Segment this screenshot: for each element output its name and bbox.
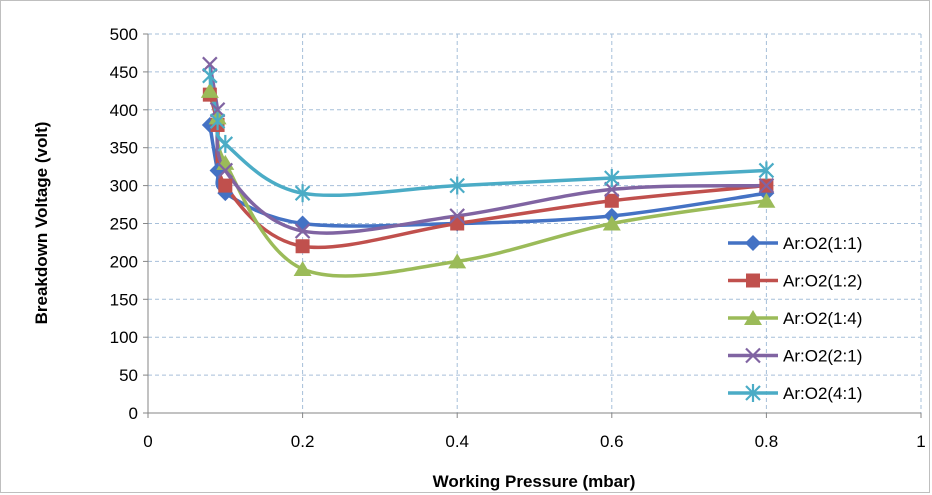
data-point-series-5	[449, 176, 465, 195]
marker-stroke	[745, 347, 761, 364]
y-tick-label: 350	[110, 139, 138, 158]
legend-label: Ar:O2(2:1)	[783, 347, 862, 366]
y-tick-label: 100	[110, 328, 138, 347]
data-point-series-4	[449, 208, 465, 224]
data-point-series-4	[209, 102, 226, 118]
y-tick-label: 450	[110, 63, 138, 82]
data-point-series-2	[295, 239, 310, 254]
x-tick-label: 1	[916, 432, 925, 451]
data-point-series-5	[294, 184, 311, 203]
x-tick-label: 0.6	[600, 432, 624, 451]
series-line-2	[208, 94, 767, 250]
legend-marker-3	[744, 310, 762, 325]
data-point-series-3	[200, 82, 219, 98]
data-point-series-3	[602, 215, 621, 231]
tick-labels: 0 50 100 150 200 250 300 350 400 450 500 0 0.2 0.4 0.6…	[110, 25, 926, 451]
data-point-series-4	[758, 177, 775, 194]
data-point-series-4	[217, 162, 234, 179]
data-point-series-3	[293, 260, 312, 276]
data-point-series-5	[758, 161, 775, 180]
data-point-series-3	[448, 253, 467, 269]
marker-stroke	[209, 102, 226, 118]
data-point-series-5	[217, 134, 234, 153]
data-point-series-4	[294, 223, 311, 239]
y-tick-label: 150	[110, 290, 138, 309]
series-line-5	[208, 75, 767, 198]
y-tick-label: 300	[110, 177, 138, 196]
data-point-series-4	[604, 181, 620, 198]
legend-label: Ar:O2(1:4)	[783, 309, 862, 328]
legend-marker-5	[745, 384, 761, 402]
marker-stroke	[604, 181, 620, 198]
data-point-series-5	[604, 169, 620, 188]
x-tick-label: 0.4	[445, 432, 469, 451]
x-axis-title: Working Pressure (mbar)	[433, 472, 636, 491]
legend-label: Ar:O2(1:1)	[783, 234, 862, 253]
marker-stroke	[217, 162, 234, 179]
data-point-series-5	[209, 112, 226, 131]
data-point-series-2	[604, 193, 619, 208]
y-tick-label: 50	[119, 366, 138, 385]
legend-label: Ar:O2(1:2)	[783, 272, 862, 291]
legend-label: Ar:O2(4:1)	[783, 384, 862, 403]
data-point-series-4	[202, 56, 218, 73]
marker-stroke	[449, 208, 465, 224]
marker-stroke	[202, 56, 218, 73]
y-tick-label: 250	[110, 215, 138, 234]
marker-stroke	[294, 223, 311, 239]
data-point-series-3	[757, 192, 776, 208]
data-point-series-5	[202, 66, 218, 85]
y-tick-label: 400	[110, 101, 138, 120]
series-markers	[200, 56, 776, 276]
series-lines	[208, 64, 767, 278]
x-tick-label: 0	[143, 432, 152, 451]
legend-marker-1	[745, 235, 761, 251]
x-tick-label: 0.2	[291, 432, 315, 451]
data-point-series-2	[450, 216, 465, 231]
marker-stroke	[758, 177, 775, 194]
y-tick-label: 0	[129, 404, 138, 423]
y-axis-title: Breakdown Voltage (volt)	[32, 122, 51, 325]
legend: Ar:O2(1:1) Ar:O2(1:2) Ar:O2(1:4) Ar:O2(2:1)…	[728, 234, 862, 403]
y-tick-label: 200	[110, 252, 138, 271]
legend-marker-4	[745, 347, 761, 364]
data-point-series-2	[218, 178, 233, 193]
x-tick-label: 0.8	[755, 432, 779, 451]
y-tick-label: 500	[110, 25, 138, 44]
axes	[143, 33, 922, 418]
legend-marker-2	[746, 273, 760, 288]
